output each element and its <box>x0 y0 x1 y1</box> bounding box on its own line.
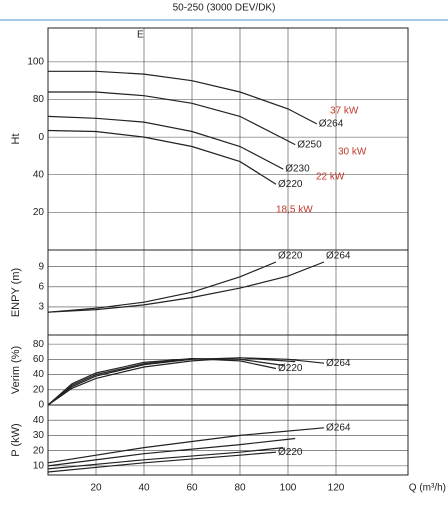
y-tick-label: 60 <box>33 354 45 365</box>
x-tick-label: 100 <box>280 483 297 494</box>
curve-label: Ø250 <box>297 139 322 150</box>
y-tick-label: 80 <box>33 339 45 350</box>
curve-label: Ø264 <box>326 251 351 262</box>
x-tick-label: 60 <box>186 483 198 494</box>
x-tick-label: 80 <box>234 483 246 494</box>
annotation: 30 kW <box>338 147 367 158</box>
curve <box>48 70 318 125</box>
y-axis-label: Verim (%) <box>10 346 22 394</box>
chart-title: 50-250 (3000 DEV/DK) <box>173 3 276 14</box>
y-tick-label: 6 <box>38 281 44 292</box>
x-tick-label: 120 <box>328 483 345 494</box>
curve-label: Ø264 <box>326 358 351 369</box>
annotation: 18,5 kW <box>276 205 313 216</box>
y-tick-label: 3 <box>38 302 44 313</box>
annotation: 37 kW <box>330 106 359 117</box>
y-tick-label: 30 <box>33 430 45 441</box>
curve <box>47 129 277 185</box>
curve <box>47 427 325 464</box>
curve-label: Ø264 <box>319 119 344 130</box>
curve-label: Ø230 <box>285 164 310 175</box>
curve <box>48 91 296 146</box>
curve-label: Ø220 <box>278 447 303 458</box>
x-tick-label: 40 <box>138 483 150 494</box>
y-tick-label: 0 <box>38 400 44 411</box>
x-axis-label: Q (m³/h) <box>409 483 446 494</box>
y-tick-label: 9 <box>38 261 44 272</box>
y-tick-label: 20 <box>33 384 45 395</box>
curve <box>47 357 277 406</box>
curve <box>47 115 284 170</box>
x-tick-label: 20 <box>90 483 102 494</box>
annotation: 22 kW <box>316 172 345 183</box>
panel-frame <box>47 404 409 476</box>
y-tick-label: 20 <box>33 445 45 456</box>
y-tick-label: 40 <box>33 415 45 426</box>
curve-label: Ø220 <box>278 363 303 374</box>
curve <box>47 357 296 406</box>
y-tick-label: 100 <box>27 57 44 68</box>
y-tick-label: 0 <box>38 132 44 143</box>
curve <box>47 437 296 467</box>
curve-label: Ø220 <box>278 251 303 262</box>
curve-label: Ø220 <box>278 179 303 190</box>
y-tick-label: 20 <box>33 207 45 218</box>
curve <box>47 447 284 470</box>
y-tick-label: 10 <box>33 461 45 472</box>
y-tick-label: 40 <box>33 169 45 180</box>
panel-frame <box>47 249 409 336</box>
y-tick-label: 80 <box>33 94 45 105</box>
panel-frame <box>47 27 409 251</box>
panel-frame <box>47 334 409 406</box>
curve-label: Ø264 <box>326 422 351 433</box>
y-axis-label: Ht <box>10 134 22 145</box>
curve <box>47 451 277 473</box>
y-tick-label: 40 <box>33 369 45 380</box>
y-axis-label: P (kW) <box>10 423 22 456</box>
y-axis-label: ENPY (m) <box>10 268 22 317</box>
curve <box>47 357 284 406</box>
annotation: E <box>137 30 144 41</box>
curve <box>47 261 277 313</box>
curve <box>47 357 325 406</box>
curve <box>47 261 325 313</box>
